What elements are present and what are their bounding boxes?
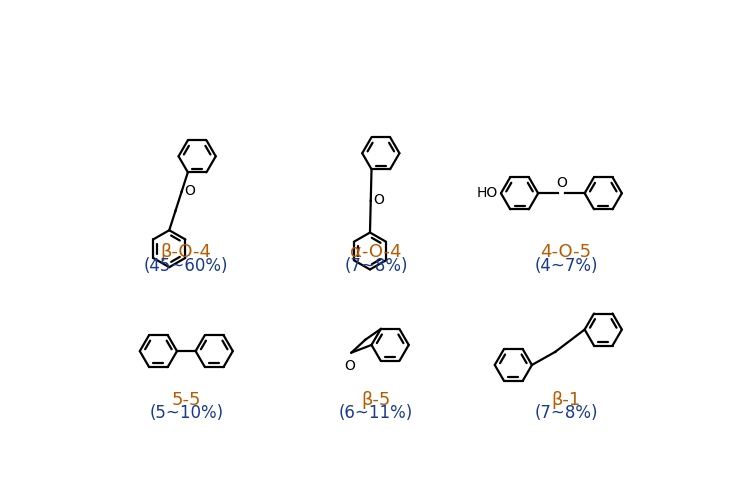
Text: 4-O-5: 4-O-5: [540, 243, 592, 261]
Text: O: O: [184, 184, 195, 198]
Text: (5~10%): (5~10%): [149, 405, 223, 422]
Text: HO: HO: [476, 186, 498, 200]
Text: β-O-4: β-O-4: [161, 243, 212, 261]
Text: (7~8%): (7~8%): [534, 405, 597, 422]
Text: β-1: β-1: [551, 391, 581, 409]
Text: (45~60%): (45~60%): [144, 257, 228, 275]
Text: O: O: [373, 193, 384, 207]
Text: 5-5: 5-5: [172, 391, 201, 409]
Text: (6~11%): (6~11%): [339, 405, 413, 422]
Text: (4~7%): (4~7%): [534, 257, 597, 275]
Text: O: O: [556, 176, 567, 190]
Text: α-O-4: α-O-4: [350, 243, 402, 261]
Text: β-5: β-5: [361, 391, 391, 409]
Text: (7~8%): (7~8%): [344, 257, 408, 275]
Text: O: O: [344, 359, 355, 373]
